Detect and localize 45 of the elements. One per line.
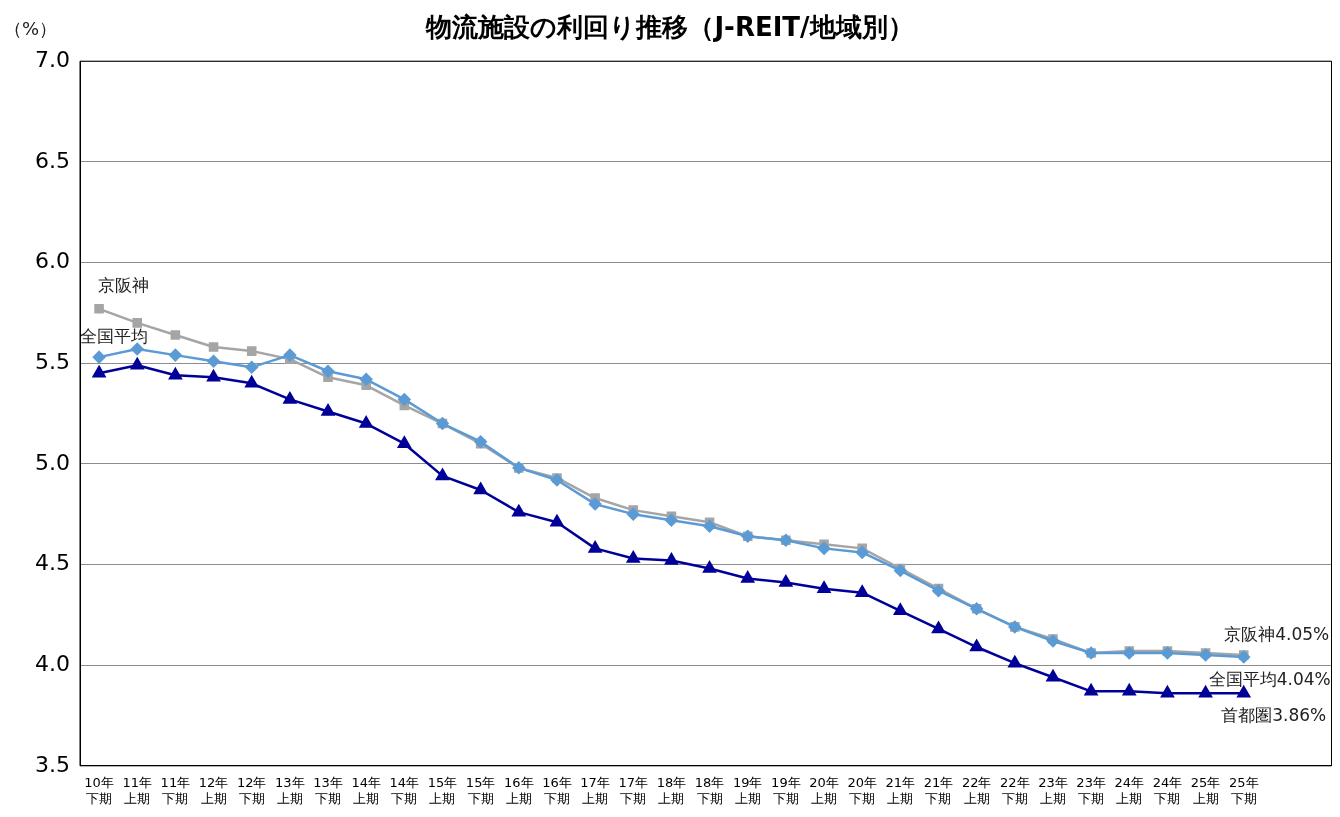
x-tick-label: 20年上期 (809, 774, 839, 806)
x-tick-label: 12年下期 (236, 774, 267, 806)
x-tick-label: 12年上期 (198, 774, 229, 806)
y-tick-label: 5.5 (35, 348, 70, 374)
annotation: 首都圏3.86% (1221, 704, 1327, 725)
x-tick-label: 21年下期 (923, 774, 954, 806)
x-tick-label: 22年下期 (1000, 774, 1030, 806)
x-tick-label: 16年下期 (542, 774, 572, 806)
y-tick-label: 3.5 (35, 751, 70, 777)
x-tick-label: 18年下期 (694, 774, 725, 806)
x-tick-label: 14年下期 (389, 774, 420, 806)
annotation: 京阪神 (97, 275, 149, 296)
x-tick-label: 17年下期 (618, 774, 649, 806)
x-tick-label: 23年下期 (1076, 774, 1106, 806)
x-tick-label: 11年下期 (160, 774, 191, 806)
x-tick-label: 23年上期 (1038, 774, 1068, 806)
x-tick-label: 10年下期 (84, 774, 114, 806)
x-tick-label: 13年上期 (275, 774, 305, 806)
x-tick-label: 11年上期 (122, 774, 153, 806)
x-tick-label: 14年上期 (351, 774, 381, 806)
y-tick-label: 7.0 (35, 46, 70, 72)
x-tick-label: 19年下期 (771, 774, 801, 806)
y-tick-label: 4.0 (35, 650, 70, 676)
y-axis-title: （%） (4, 17, 58, 39)
x-tick-label: 22年上期 (961, 774, 992, 806)
x-tick-label: 21年上期 (885, 774, 916, 806)
x-tick-label: 16年上期 (504, 774, 534, 806)
x-tick-label: 24年下期 (1152, 774, 1183, 806)
annotation: 全国平均4.04% (1208, 668, 1331, 689)
y-tick-label: 5.0 (35, 449, 70, 475)
y-tick-label: 4.5 (35, 550, 70, 576)
x-tick-label: 15年下期 (465, 774, 496, 806)
chart-title: 物流施設の利回り推移（J-REIT/地域別） (425, 12, 914, 43)
x-tick-label: 17年上期 (580, 774, 610, 806)
x-tick-label: 25年上期 (1190, 774, 1221, 806)
x-tick-label: 15年上期 (427, 774, 458, 806)
x-tick-label: 19年上期 (732, 774, 763, 806)
x-tick-label: 18年上期 (656, 774, 687, 806)
y-tick-label: 6.5 (35, 147, 70, 173)
annotation: 京阪神4.05% (1224, 624, 1330, 645)
x-tick-label: 25年下期 (1228, 774, 1259, 806)
y-tick-label: 6.0 (35, 248, 70, 274)
x-tick-label: 20年下期 (847, 774, 877, 806)
x-tick-label: 13年下期 (313, 774, 343, 806)
x-tick-label: 24年上期 (1114, 774, 1145, 806)
